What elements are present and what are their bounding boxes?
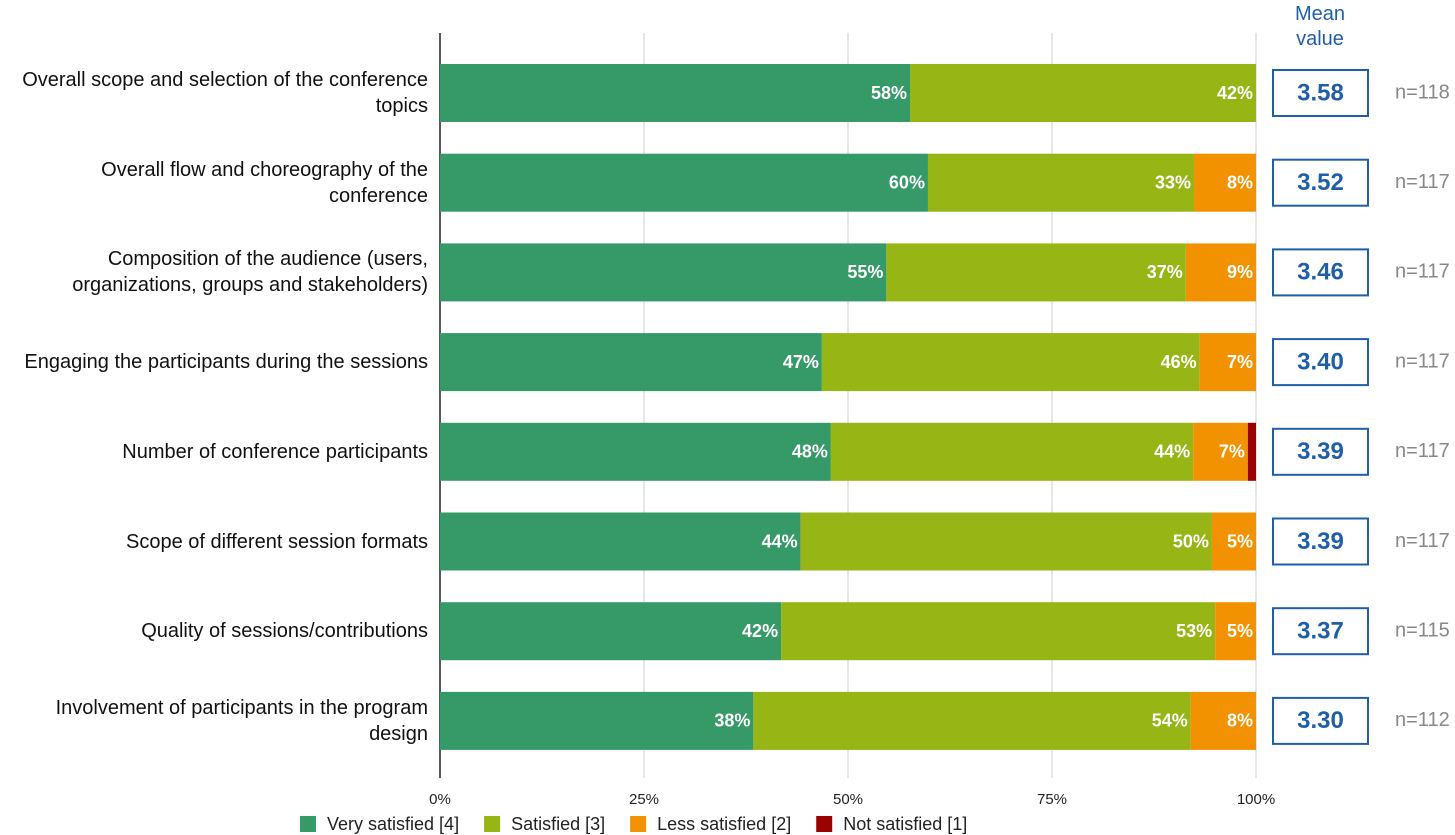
bar-segment [440, 243, 887, 302]
n-label: n=117 [1395, 530, 1450, 552]
bar-segment [1193, 422, 1248, 481]
mean-box [1272, 69, 1369, 117]
mean-box [1272, 338, 1369, 387]
category-label: Overall flow and choreography of the con… [101, 158, 428, 207]
bar-segment [440, 691, 754, 750]
data-label: 37% [1147, 262, 1183, 282]
mean-value: 3.30 [1297, 707, 1344, 734]
category-label: Number of conference participants [122, 440, 428, 463]
mean-box [1272, 427, 1369, 476]
data-label: 5% [1227, 621, 1253, 641]
category-label: Overall scope and selection of the confe… [22, 69, 428, 117]
legend-swatch [300, 816, 316, 832]
bar-segment [830, 422, 1194, 481]
bar-segment [821, 333, 1200, 392]
data-label: 42% [742, 621, 778, 641]
n-label: n=117 [1395, 350, 1450, 372]
data-label: 48% [792, 442, 828, 462]
data-label: 8% [1227, 711, 1253, 731]
bar-segment [753, 691, 1191, 750]
category-label: Quality of sessions/contributions [141, 620, 428, 643]
mean-value: 3.52 [1297, 169, 1344, 196]
n-label: n=115 [1395, 619, 1450, 641]
x-tick-label: 25% [629, 791, 659, 808]
bar-segment [1185, 243, 1256, 302]
data-label: 44% [1154, 442, 1190, 462]
data-label: 60% [889, 172, 925, 192]
bar-segment [440, 602, 782, 661]
mean-title: Mean value [1294, 3, 1346, 50]
bar-segment [440, 333, 822, 392]
legend-swatch [484, 816, 501, 832]
mean-box [1272, 158, 1369, 207]
data-label: 54% [1152, 711, 1188, 731]
data-label: 58% [871, 83, 907, 103]
category-label: Scope of different session formats [125, 530, 428, 553]
mean-box [1272, 696, 1369, 745]
mean-value: 3.39 [1297, 528, 1344, 555]
bar-segment [1211, 512, 1256, 571]
n-label: n=117 [1395, 440, 1450, 462]
data-label: 44% [762, 531, 798, 551]
data-label: 50% [1173, 531, 1209, 551]
data-label: 38% [714, 711, 750, 731]
data-label: 42% [1217, 83, 1253, 103]
data-label: 8% [1227, 172, 1253, 192]
data-label: 9% [1227, 262, 1253, 282]
x-tick-label: 0% [429, 791, 451, 808]
x-tick-label: 50% [833, 791, 863, 808]
data-label: 7% [1219, 442, 1245, 462]
bar-segment [440, 153, 928, 212]
n-label: n=112 [1395, 709, 1450, 731]
n-label: n=117 [1395, 171, 1450, 193]
x-tick-label: 75% [1037, 791, 1067, 808]
mean-value: 3.39 [1297, 438, 1344, 465]
legend-label: Not satisfied [1] [843, 814, 967, 834]
bar-segment [927, 153, 1194, 212]
bar-segment [1193, 153, 1256, 212]
legend-swatch [630, 816, 647, 832]
category-label: Composition of the audience (users, orga… [72, 248, 428, 297]
bar-segment [440, 512, 801, 571]
legend-label: Less satisfied [2] [657, 814, 791, 834]
bar-segment [886, 243, 1186, 302]
n-label: n=117 [1395, 261, 1450, 283]
data-label: 55% [847, 262, 883, 282]
mean-value: 3.40 [1297, 348, 1344, 375]
bar-segment [440, 64, 911, 122]
bar-segment [800, 512, 1212, 571]
mean-value: 3.58 [1297, 79, 1344, 106]
x-tick-label: 100% [1237, 791, 1275, 808]
mean-box [1272, 248, 1369, 297]
n-label: n=118 [1395, 81, 1450, 103]
data-label: 5% [1227, 531, 1253, 551]
bar-segment [1190, 691, 1256, 750]
bar-segment [1247, 422, 1256, 481]
bar-segment [440, 422, 831, 481]
data-label: 46% [1161, 352, 1197, 372]
mean-box [1272, 517, 1369, 566]
mean-value: 3.46 [1297, 259, 1344, 286]
bar-segment [1199, 333, 1256, 392]
bar-segment [910, 64, 1256, 122]
legend-swatch [816, 816, 833, 832]
category-label: Involvement of participants in the progr… [55, 696, 428, 745]
data-label: 7% [1227, 352, 1253, 372]
legend-label: Very satisfied [4] [327, 814, 459, 834]
bar-segment [1215, 602, 1256, 661]
data-label: 33% [1155, 172, 1191, 192]
legend-label: Satisfied [3] [511, 814, 605, 834]
category-label: Engaging the participants during the ses… [24, 351, 428, 374]
mean-value: 3.37 [1297, 618, 1344, 645]
data-label: 53% [1176, 621, 1212, 641]
bar-segment [781, 602, 1216, 661]
data-label: 47% [783, 352, 819, 372]
mean-box [1272, 607, 1369, 656]
